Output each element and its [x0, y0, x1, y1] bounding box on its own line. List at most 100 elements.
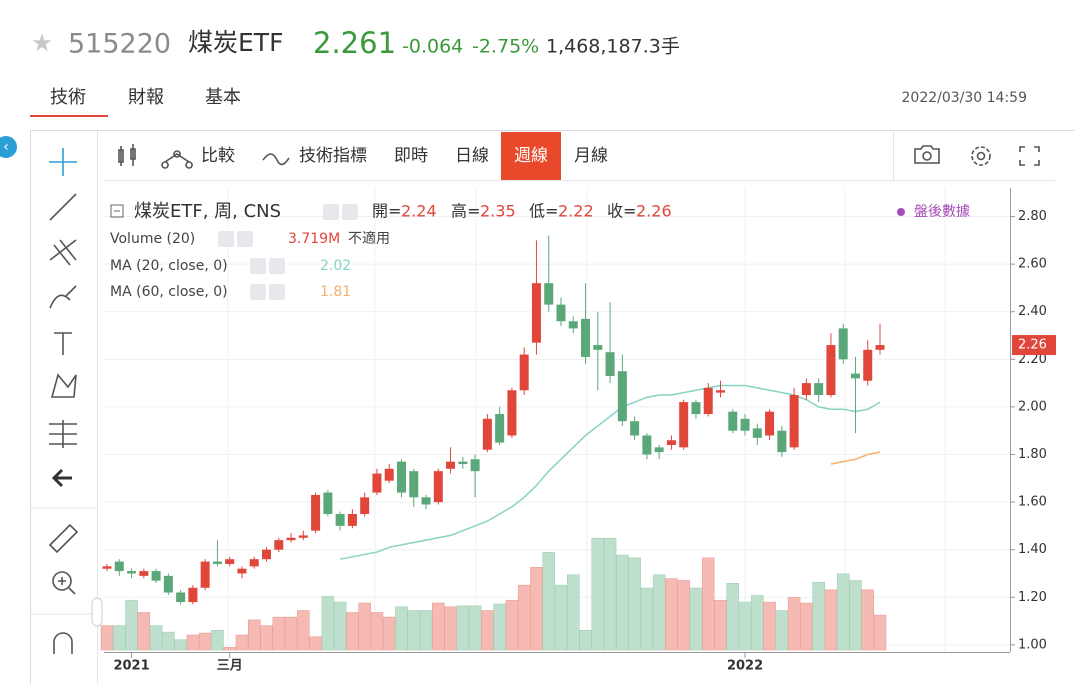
ohlc-label: 收= [607, 202, 636, 221]
fib-tool[interactable] [49, 239, 77, 266]
candle-body [446, 461, 456, 469]
candle-body [360, 497, 370, 514]
ohlc-label: 高= [451, 202, 480, 221]
volume-bar [235, 634, 249, 651]
ruler-tool[interactable] [48, 523, 79, 554]
camera-icon[interactable] [914, 145, 940, 164]
camera-lens [922, 151, 932, 161]
candle-body [789, 395, 799, 448]
y-tick-label: 1.40 [1018, 542, 1047, 557]
volume-bar [333, 601, 347, 651]
candle-body [630, 421, 640, 436]
volume-bar [787, 597, 801, 651]
volume-bar [198, 632, 212, 651]
collapse-legend[interactable] [110, 204, 124, 218]
candle-body [863, 349, 873, 381]
volume-bar [260, 625, 273, 651]
zoom-tool[interactable] [52, 571, 72, 591]
ohlc-label: 開= [372, 202, 401, 221]
tab[interactable]: 財報 [128, 87, 164, 108]
tab-underline [30, 115, 108, 117]
candle-body [752, 428, 762, 438]
crosshair-tool[interactable] [49, 148, 77, 176]
candle-body [127, 571, 137, 574]
brush-tool[interactable] [49, 285, 77, 309]
panel-handle[interactable] [91, 597, 103, 627]
collapse-button[interactable] [0, 136, 17, 158]
candle-body [556, 304, 566, 322]
measure-tool[interactable] [49, 420, 77, 448]
candle-body [703, 387, 713, 415]
volume-bar [162, 631, 175, 651]
after-hours[interactable]: 盤後數據 [914, 204, 970, 220]
volume-bar [542, 551, 555, 651]
volume-bar [211, 630, 224, 651]
volume-bar [419, 610, 433, 651]
candle-body [850, 373, 860, 379]
tab[interactable]: 技術 [50, 87, 86, 108]
candle-body [740, 418, 750, 431]
candle-body [716, 390, 725, 393]
pattern-tool[interactable] [50, 373, 77, 398]
volume-bar [689, 587, 703, 651]
toolbar-item[interactable]: 月線 [574, 146, 608, 166]
toolbar-item[interactable]: 技術指標 [299, 146, 367, 166]
volume-bar [567, 574, 580, 651]
legend-icon [269, 284, 285, 300]
candle-body [519, 354, 529, 391]
candle-body [274, 540, 284, 550]
volume-bar [824, 589, 838, 651]
fullscreen-icon[interactable] [1019, 146, 1040, 166]
volume-bar [125, 599, 138, 651]
volume-note: 不適用 [348, 230, 390, 247]
back-tool[interactable] [51, 468, 72, 488]
candle-body [777, 430, 787, 453]
zoom-tool-plus [58, 577, 76, 595]
ma-line [830, 451, 881, 465]
chart-type-icon[interactable] [118, 144, 136, 166]
volume-bar [395, 606, 408, 651]
stock-code: 515220 [68, 29, 171, 60]
candle-body [114, 561, 124, 572]
candle-body [151, 571, 161, 581]
text-tool[interactable] [54, 332, 72, 355]
volume-bar [272, 616, 286, 651]
candle-body [225, 559, 235, 564]
toolbar-item[interactable]: 比較 [201, 146, 235, 166]
volume-bar [444, 606, 457, 651]
volume-bar [751, 595, 764, 651]
candle-body [838, 328, 848, 360]
timestamp: 2022/03/30 14:59 [902, 90, 1028, 106]
magnet-tool[interactable] [53, 632, 73, 654]
volume-bar [309, 636, 322, 651]
volume-bar [861, 589, 874, 651]
ma-value: 2.02 [320, 258, 351, 274]
toolbar-item[interactable]: 週線 [514, 146, 548, 166]
candle-body [531, 283, 541, 343]
volume-bar [738, 601, 752, 651]
volume-bar [321, 596, 335, 651]
line-tool[interactable] [49, 193, 77, 221]
candle-body [765, 411, 775, 436]
candle-body [237, 568, 247, 574]
price-tag-label: 2.26 [1018, 338, 1047, 353]
volume-bar [505, 599, 519, 651]
volume-bar [726, 583, 740, 651]
toolbar-item[interactable]: 即時 [394, 146, 428, 166]
volume-bar [432, 602, 445, 651]
y-tick-label: 1.20 [1018, 590, 1047, 605]
volume-bar [640, 587, 654, 651]
after-hours-dot [897, 208, 905, 216]
ohlc-value: 2.35 [480, 202, 516, 221]
volume-legend: Volume (20) [110, 231, 195, 247]
y-tick-label: 1.60 [1018, 495, 1047, 510]
candle-body [875, 345, 885, 350]
volume-bar [616, 554, 629, 651]
settings-icon[interactable] [971, 146, 991, 166]
toolbar-item[interactable]: 日線 [455, 146, 489, 166]
volume-bar [603, 537, 617, 651]
tab[interactable]: 基本 [205, 87, 241, 108]
volume-bar [530, 567, 543, 651]
star-icon[interactable]: ★ [31, 29, 53, 57]
volume-bar [701, 557, 715, 651]
